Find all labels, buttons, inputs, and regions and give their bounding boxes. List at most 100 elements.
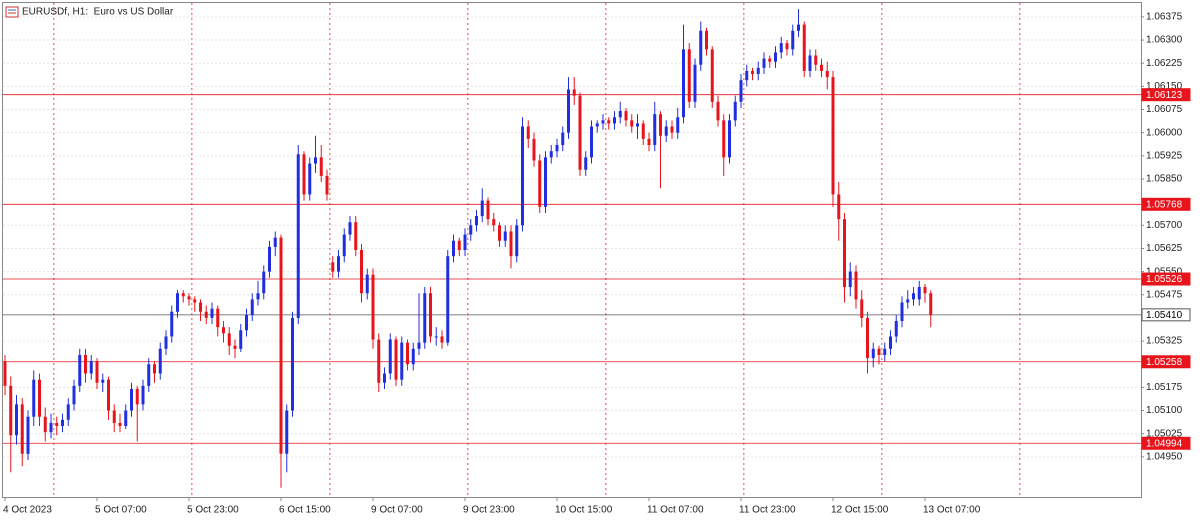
candle-body [889, 336, 892, 349]
candle-body [296, 154, 300, 318]
candle-body [411, 348, 415, 365]
candle-body [227, 333, 231, 346]
candle-body [308, 163, 312, 195]
candle-body [371, 274, 375, 340]
candle-body [365, 274, 369, 294]
candle-body [843, 219, 846, 288]
candle-body [245, 314, 248, 331]
candle-body [38, 379, 41, 417]
candle-body [383, 373, 386, 383]
y-tick-label: 1.06075 [1146, 104, 1183, 115]
candle-body [32, 379, 36, 417]
price-label-box [1141, 436, 1191, 450]
candle-body [572, 89, 576, 96]
candle-body [923, 287, 927, 294]
candle-body [400, 342, 404, 380]
candle-body [521, 126, 524, 226]
candle-body [429, 293, 432, 337]
candle-body [693, 64, 697, 102]
candle-body [342, 234, 346, 257]
price-label-box [1141, 308, 1191, 322]
y-tick-label: 1.06300 [1146, 35, 1183, 46]
candle-body [894, 321, 898, 337]
candle-body [66, 404, 70, 420]
x-tick-label: 6 Oct 15:00 [279, 505, 331, 516]
candle-body [498, 225, 501, 241]
candle-body [613, 117, 616, 124]
candle-body [377, 339, 381, 383]
candle-body [15, 404, 18, 436]
candle-body [624, 111, 628, 121]
candle-body [670, 126, 674, 133]
price-label: 1.05258 [1146, 357, 1183, 368]
candle-body [825, 70, 829, 78]
candle-body [268, 246, 271, 272]
candle-body [291, 317, 294, 411]
candle-body [561, 132, 565, 146]
candle-body [187, 296, 191, 300]
candle-body [555, 145, 559, 152]
candle-body [538, 160, 542, 207]
candle-body [89, 361, 93, 374]
price-label: 1.06123 [1146, 90, 1183, 101]
candle-body [199, 302, 202, 312]
x-tick-label: 4 Oct 2023 [3, 505, 52, 516]
candle-body [302, 154, 306, 195]
candle-body [158, 348, 162, 374]
candle-body [262, 271, 266, 294]
candle-body [417, 342, 421, 349]
candle-body [601, 120, 605, 124]
candle-body [72, 385, 76, 405]
candle-body [9, 385, 13, 436]
candle-body [279, 237, 283, 454]
candle-body [710, 49, 714, 102]
candle-body [164, 336, 168, 349]
candle-body [204, 311, 208, 318]
candle-body [515, 225, 519, 257]
candle-body [49, 422, 53, 433]
candle-body [664, 126, 668, 136]
candle-body [745, 70, 749, 81]
candle-body [682, 49, 685, 118]
candle-body [170, 311, 174, 337]
candle-body [917, 287, 921, 300]
candle-body [55, 422, 59, 426]
candle-body [331, 262, 335, 272]
candle-body [210, 308, 214, 318]
candle-body [544, 157, 547, 207]
candle-body [641, 123, 645, 139]
candle-body [222, 327, 225, 334]
candle-body [250, 299, 254, 315]
candle-body [774, 52, 777, 62]
candle-body [871, 348, 875, 359]
candle-body [716, 101, 720, 121]
candle-body [457, 240, 461, 250]
price-label: 1.05768 [1146, 199, 1183, 210]
candle-body [756, 67, 760, 75]
y-tick-label: 1.06225 [1146, 58, 1183, 69]
y-tick-label: 1.06000 [1146, 127, 1183, 138]
candle-body [112, 410, 116, 423]
candle-body [676, 117, 680, 133]
x-tick-label: 5 Oct 23:00 [187, 505, 239, 516]
candle-body [273, 237, 277, 247]
x-tick-label: 13 Oct 07:00 [923, 505, 981, 516]
candle-body [549, 151, 553, 158]
candle-body [216, 308, 220, 328]
candle-body [814, 55, 818, 65]
candle-body [239, 330, 243, 349]
y-tick-label: 1.04950 [1146, 452, 1183, 463]
plot-border [2, 2, 1142, 498]
candle-body [406, 342, 409, 365]
candle-body [578, 95, 582, 170]
candle-body [503, 231, 507, 241]
y-tick-label: 1.05100 [1146, 405, 1183, 416]
candle-body [314, 157, 317, 164]
candle-body [532, 138, 536, 161]
y-tick-label: 1.05850 [1146, 174, 1183, 185]
x-tick-label: 12 Oct 15:00 [831, 505, 889, 516]
candle-body [3, 361, 7, 386]
candle-body [595, 123, 599, 127]
candle-body [434, 336, 438, 338]
candle-body [95, 361, 99, 383]
